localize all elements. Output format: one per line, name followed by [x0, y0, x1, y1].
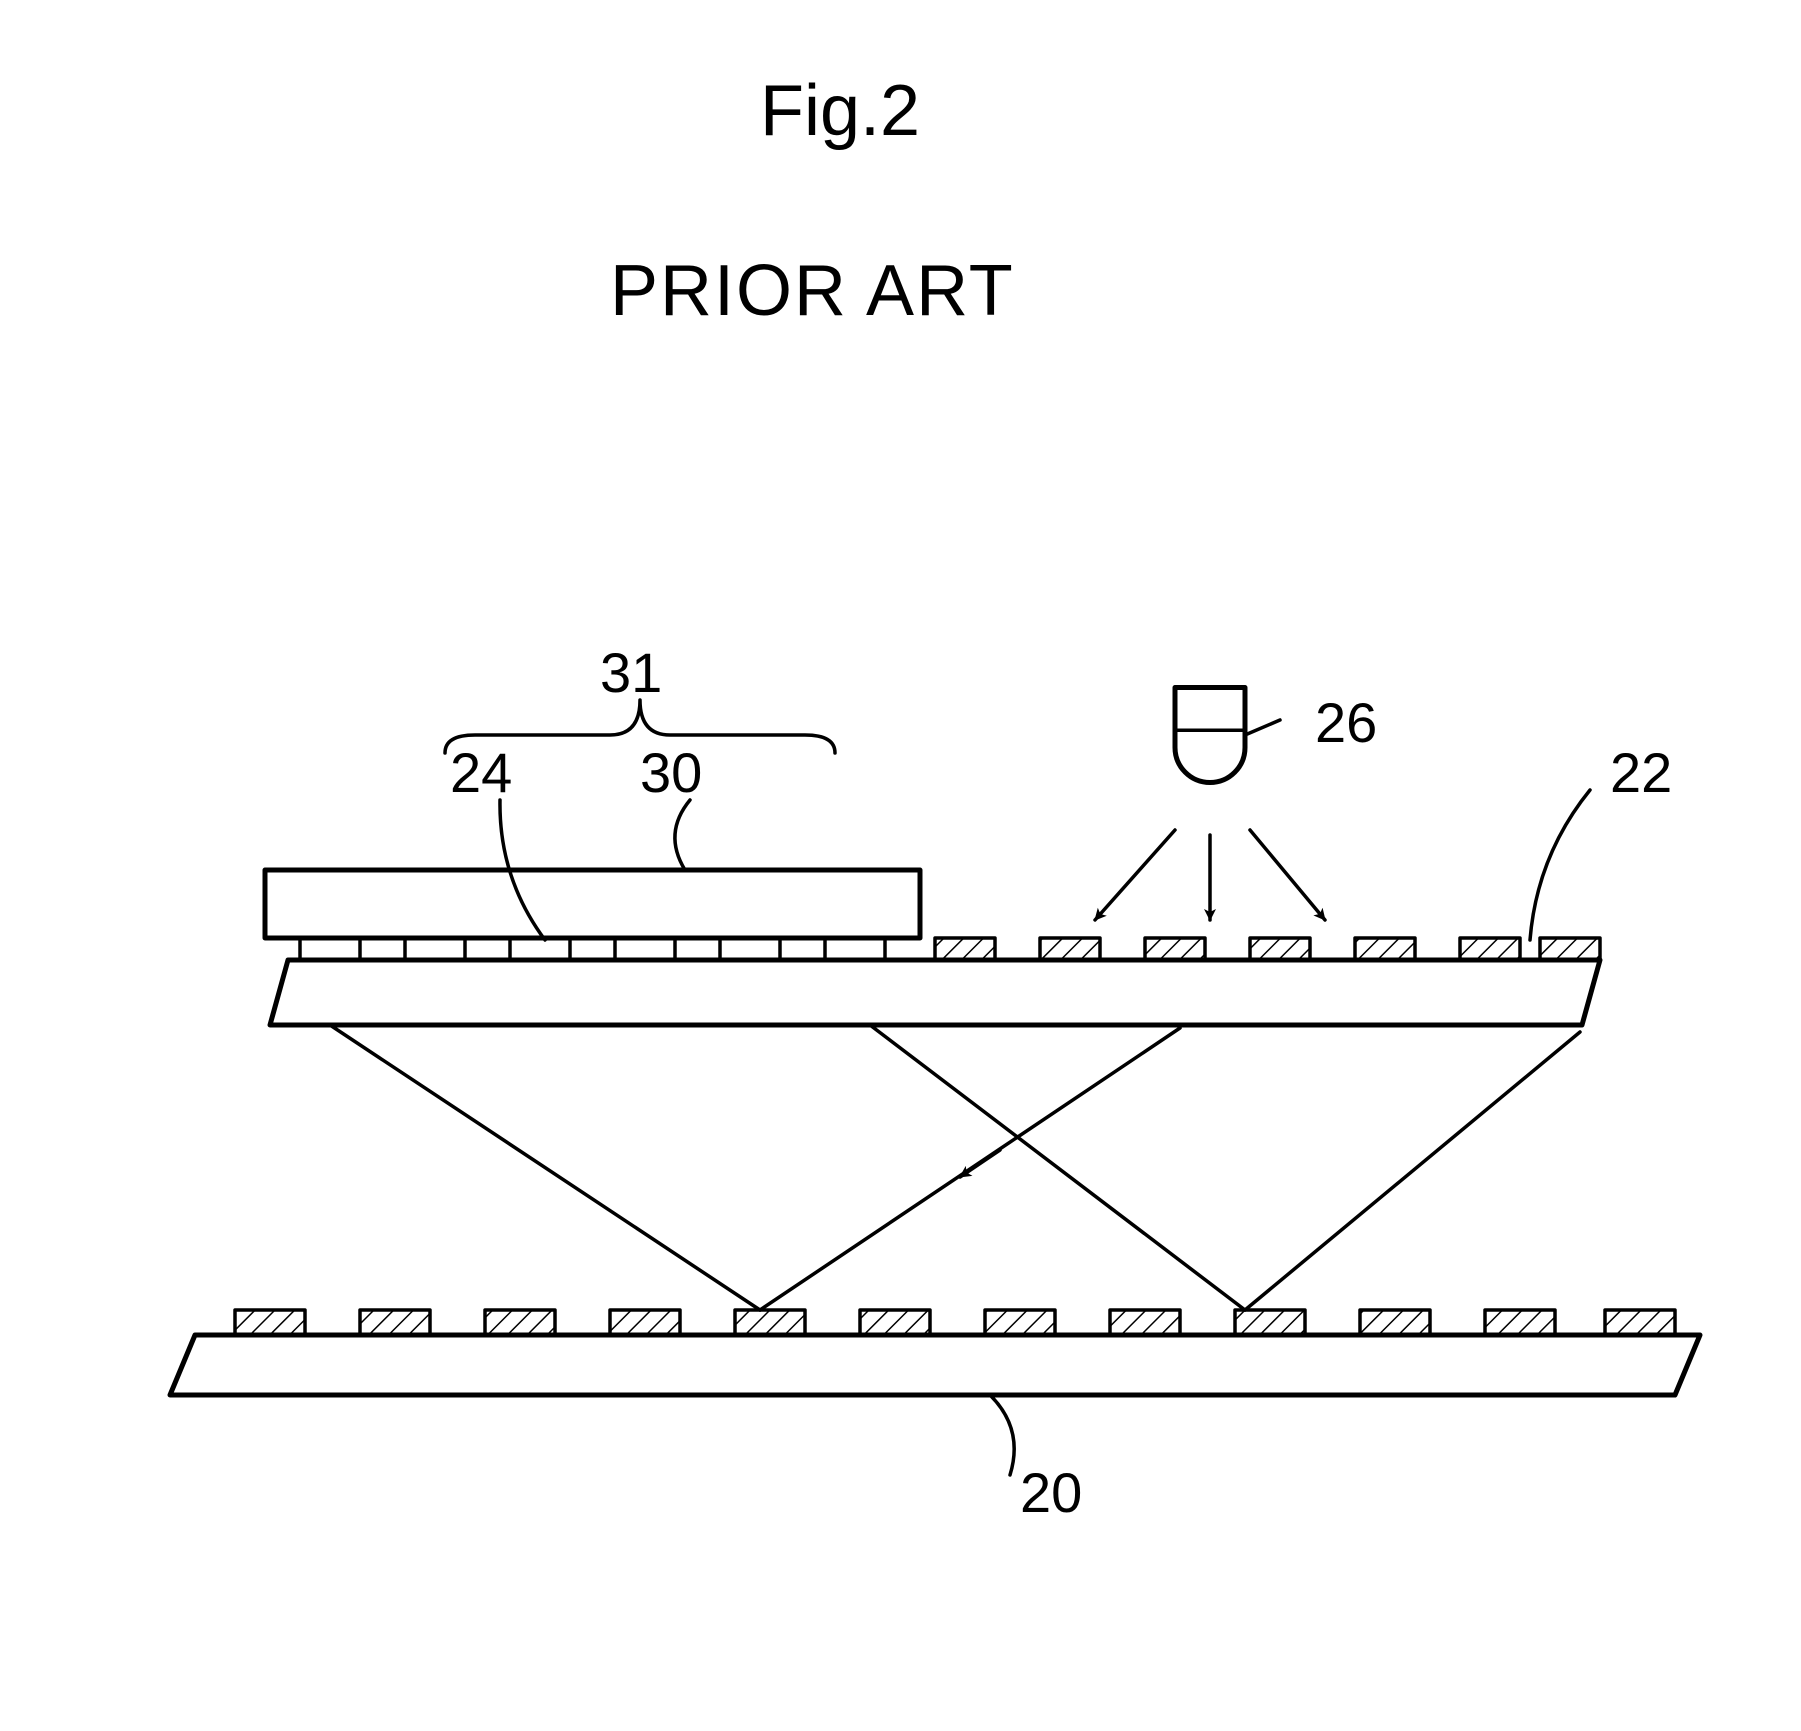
diagram-svg — [0, 0, 1801, 1731]
